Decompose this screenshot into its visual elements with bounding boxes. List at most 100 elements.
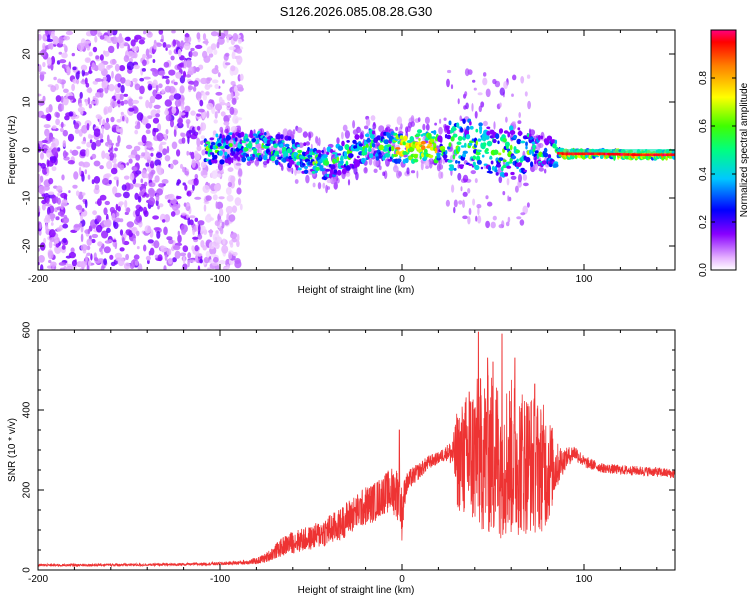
- spectrogram-cell: [226, 194, 234, 202]
- spectrogram-cell: [507, 216, 511, 223]
- spectrogram-cell: [373, 168, 378, 173]
- spectrogram-cell: [39, 223, 42, 229]
- spectrogram-cell: [280, 143, 284, 148]
- spectrogram-cell: [57, 78, 62, 84]
- spectrogram-cell: [38, 30, 41, 33]
- spectrogram-cell: [67, 133, 75, 142]
- spectrogram-cell: [518, 112, 521, 118]
- spectrogram-cell: [161, 89, 165, 94]
- spectrogram-cell: [198, 167, 201, 171]
- spectrogram-cell: [128, 107, 135, 112]
- spectrogram-cell: [158, 203, 164, 208]
- spectrogram-cell: [227, 114, 232, 118]
- spectrogram-cell: [86, 252, 91, 256]
- spectrogram-cell: [143, 210, 149, 218]
- spectrogram-cell: [145, 129, 151, 134]
- spectrogram-cell: [148, 197, 156, 206]
- spectrogram-cell: [56, 185, 63, 192]
- spectrogram-cell: [194, 196, 202, 200]
- spectrogram-cell: [492, 138, 497, 144]
- spectrogram-cell: [213, 159, 218, 164]
- spectrogram-cell: [258, 154, 262, 160]
- spectrogram-cell: [420, 161, 424, 171]
- spectrogram-cell: [213, 49, 218, 55]
- spectrogram-cell: [195, 44, 203, 50]
- spectrogram-cell: [31, 113, 38, 119]
- spectrogram-cell: [181, 103, 185, 111]
- spectrogram-cell: [176, 149, 181, 157]
- spectrogram-cell: [181, 212, 187, 216]
- spectrogram-cell: [191, 245, 195, 252]
- spectrogram-cell: [194, 245, 199, 252]
- spectrogram-cell: [219, 146, 225, 149]
- spectrogram-cell: [375, 156, 380, 161]
- spectrogram-cell: [123, 232, 127, 238]
- spectrogram-cell: [164, 99, 172, 107]
- spectrogram-cell: [195, 91, 202, 101]
- spectrogram-cell: [330, 164, 336, 170]
- spectrogram-cell: [50, 222, 54, 226]
- spectrogram-cell: [498, 152, 502, 156]
- spectrogram-cell: [493, 121, 496, 130]
- spectrogram-cell: [364, 133, 370, 138]
- spectrogram-cell: [179, 110, 182, 117]
- spectrogram-cell: [102, 76, 107, 81]
- y-tick-label: 20: [22, 48, 33, 60]
- spectrogram-cell: [210, 43, 217, 51]
- spectrogram-cell: [87, 97, 91, 105]
- spectrogram-cell: [413, 154, 418, 159]
- spectrogram-cell: [123, 175, 130, 180]
- spectrogram-cell: [471, 103, 474, 112]
- spectrogram-cell: [108, 45, 115, 54]
- spectrogram-cell: [164, 194, 169, 200]
- spectrogram-cell: [315, 166, 320, 171]
- spectrogram-cell: [125, 229, 132, 236]
- spectrogram-cell: [275, 133, 281, 140]
- spectrogram-cell: [574, 152, 578, 156]
- spectrogram-cell: [158, 83, 163, 89]
- spectrogram-cell: [157, 254, 163, 262]
- spectrogram-cell: [165, 47, 168, 51]
- spectrogram-cell: [462, 118, 466, 124]
- spectrogram-cell: [297, 149, 303, 154]
- spectrogram-cell: [395, 150, 400, 155]
- spectrogram-cell: [246, 156, 251, 159]
- spectrogram-cell: [113, 176, 119, 181]
- spectrogram-cell: [546, 135, 553, 141]
- spectrogram-cell: [118, 201, 124, 206]
- spectrogram-cell: [129, 263, 135, 270]
- spectrogram-cell: [46, 167, 49, 174]
- spectrogram-cell: [187, 259, 190, 268]
- spectrogram-cell: [525, 145, 528, 150]
- spectrogram-cell: [467, 216, 471, 225]
- spectrogram-cell: [394, 163, 398, 169]
- spectrogram-cell: [473, 87, 477, 91]
- spectrogram-cell: [48, 240, 53, 249]
- spectrogram-cell: [493, 149, 499, 155]
- spectrogram-cell: [190, 49, 193, 58]
- spectrogram-cell: [457, 98, 460, 105]
- spectrogram-cell: [474, 164, 480, 171]
- spectrogram-cell: [138, 206, 144, 212]
- spectrogram-cell: [53, 76, 57, 81]
- spectrogram-cell: [184, 184, 188, 191]
- spectrogram-cell: [583, 152, 587, 156]
- x-tick-label: 0: [399, 274, 405, 285]
- spectrogram-cell: [502, 138, 507, 143]
- spectrogram-cell: [45, 113, 52, 121]
- spectrogram-cell: [165, 44, 172, 48]
- spectrogram-cell: [511, 93, 514, 97]
- spectrogram-cell: [57, 211, 65, 216]
- spectrogram-cell: [38, 255, 45, 263]
- spectrogram-cell: [101, 230, 109, 239]
- spectrogram-cell: [223, 138, 227, 141]
- spectrogram-cell: [365, 143, 369, 148]
- spectrogram-cell: [200, 122, 207, 131]
- spectrogram-cell: [197, 234, 203, 240]
- spectrogram-cell: [93, 176, 101, 184]
- spectrogram-cell: [471, 138, 475, 142]
- spectrogram-cell: [84, 199, 88, 209]
- spectrogram-cell: [301, 163, 306, 166]
- spectrogram-cell: [221, 99, 225, 105]
- spectrogram-cell: [51, 267, 55, 270]
